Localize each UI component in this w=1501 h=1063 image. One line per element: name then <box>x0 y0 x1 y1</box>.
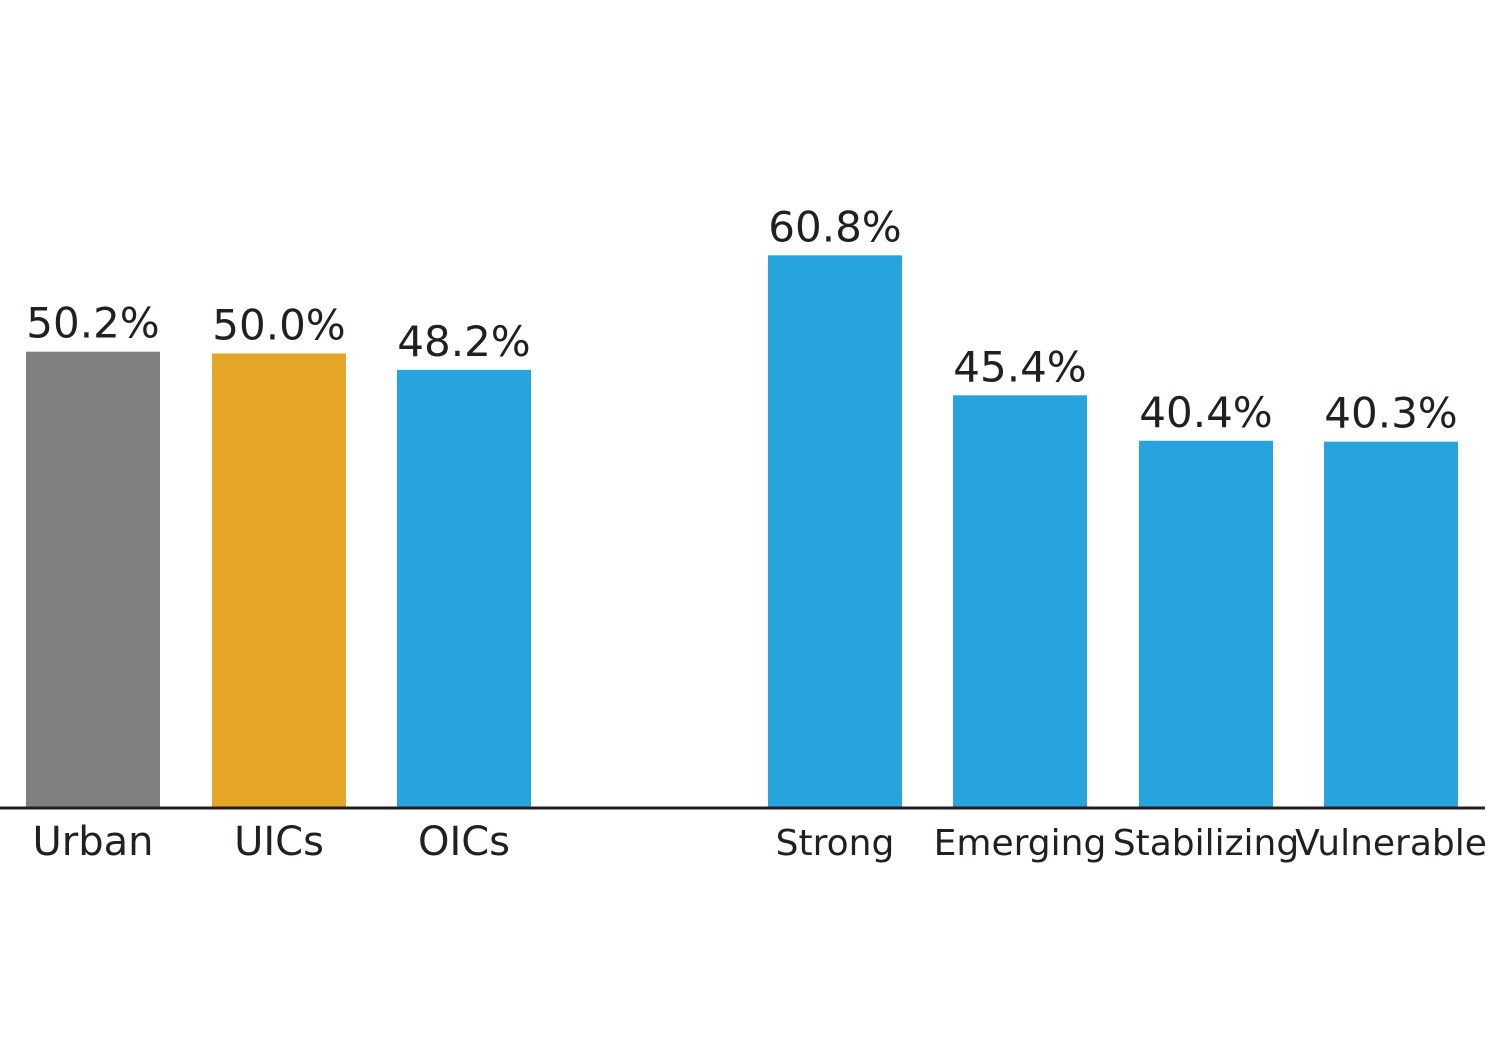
value-label-vulnerable: 40.3% <box>1324 389 1457 438</box>
bar-urban <box>26 351 160 808</box>
bar-vulnerable <box>1324 441 1458 808</box>
bars-group <box>26 255 1458 808</box>
bar-emerging <box>953 395 1087 808</box>
category-label-emerging: Emerging <box>934 823 1107 864</box>
value-label-oics: 48.2% <box>397 317 530 366</box>
value-label-uics: 50.0% <box>212 301 345 350</box>
value-label-urban: 50.2% <box>26 299 159 348</box>
category-labels-group: Urban UICs OICs Strong Emerging StabilizingVu… <box>33 819 1487 865</box>
category-label-strong: Strong <box>776 823 895 864</box>
bar-uics <box>212 353 346 808</box>
value-label-emerging: 45.4% <box>953 342 1086 391</box>
category-label-stabilizing: Stabilizing <box>1113 823 1299 864</box>
value-label-stabilizing: 40.4% <box>1139 388 1272 437</box>
bar-oics <box>397 369 531 808</box>
value-labels-group: 50.2% 50.0% 48.2% 60.8% 45.4% 40.4% 40.3% <box>26 202 1457 437</box>
bar-strong <box>768 255 902 808</box>
category-label-urban: Urban <box>33 819 154 865</box>
bar-stabilizing <box>1139 440 1273 808</box>
category-label-oics: OICs <box>418 819 510 865</box>
value-label-strong: 60.8% <box>768 202 901 251</box>
category-label-vulnerable: Vulnerable <box>1295 823 1487 864</box>
category-label-uics: UICs <box>234 819 324 865</box>
